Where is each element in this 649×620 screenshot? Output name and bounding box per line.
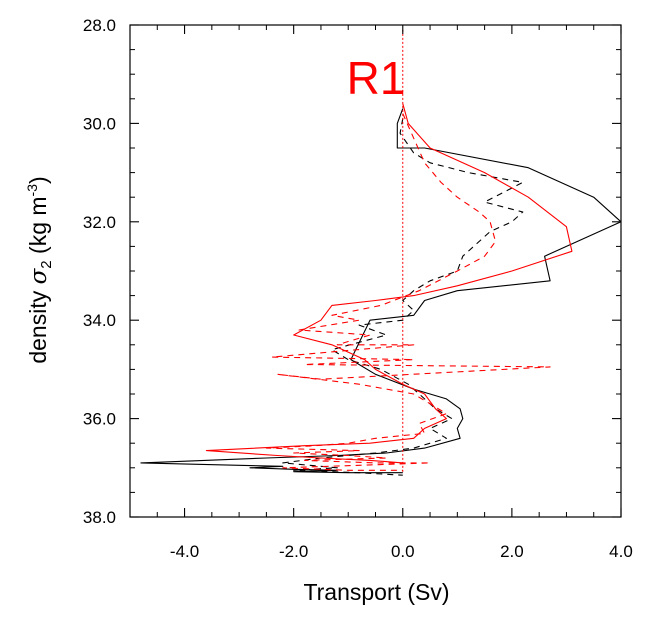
x-tick-label: 2.0 — [500, 542, 524, 561]
y-tick-label: 36.0 — [83, 410, 116, 429]
y-tick-label: 32.0 — [83, 213, 116, 232]
y-tick-label: 28.0 — [83, 16, 116, 35]
y-axis-title: density σ2 (kg m-3) — [24, 176, 55, 363]
series-layer — [140, 103, 622, 476]
x-tick-label: -2.0 — [279, 542, 308, 561]
x-tick-label: -4.0 — [170, 542, 199, 561]
y-axis-title-subscript: 2 — [38, 260, 55, 268]
series-line-1 — [140, 108, 622, 474]
series-line-4 — [265, 113, 551, 471]
y-axis-title-units: (kg m — [25, 196, 51, 260]
x-tick-label: 0.0 — [391, 542, 415, 561]
tick-layer — [129, 24, 622, 518]
y-axis-title-units-close: ) — [25, 176, 51, 184]
tick-label-layer: -4.0 -2.0 0.0 2.0 4.0 28.0 30.0 32.0 34.0 36.0 38.… — [83, 16, 633, 561]
y-tick-label: 38.0 — [83, 508, 116, 527]
x-axis-title: Transport (Sv) — [303, 579, 449, 605]
series-line-2 — [282, 118, 524, 476]
y-tick-label: 30.0 — [83, 114, 116, 133]
y-axis-title-main: density — [25, 284, 51, 363]
y-tick-label: 34.0 — [83, 311, 116, 330]
y-axis-title-exponent: -3 — [24, 184, 40, 197]
y-axis-title-symbol: σ — [26, 267, 52, 284]
panel-title: R1 — [347, 52, 406, 104]
x-tick-label: 4.0 — [609, 542, 633, 561]
